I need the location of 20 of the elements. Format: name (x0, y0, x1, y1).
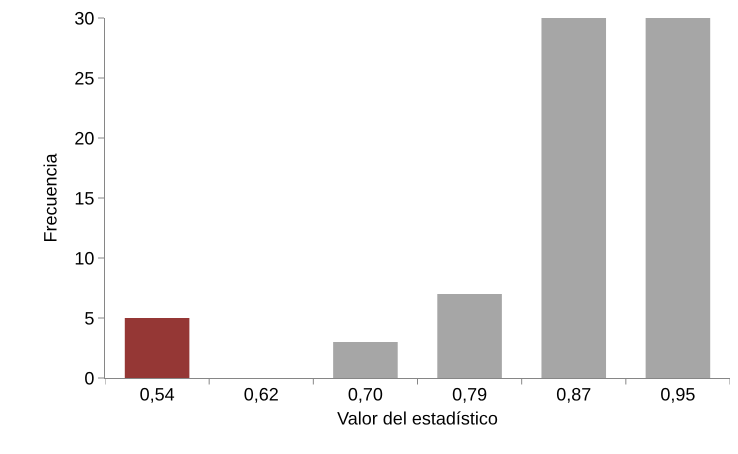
x-tick-label: 0,79 (452, 384, 488, 405)
bar (646, 18, 710, 378)
x-tick-label: 0,62 (244, 384, 279, 405)
y-tick-label: 5 (84, 308, 94, 328)
bar (124, 318, 190, 378)
y-tick-label: 25 (74, 68, 94, 88)
bar (437, 294, 502, 378)
y-tick-label: 15 (74, 188, 94, 208)
y-tick-label: 10 (74, 248, 94, 268)
y-tick-label: 20 (74, 128, 94, 148)
y-tick-label: 30 (74, 8, 94, 28)
y-axis-title: Frecuencia (40, 152, 61, 243)
x-tick-label: 0,95 (660, 384, 696, 405)
x-axis-title: Valor del estadístico (337, 408, 498, 429)
bar (333, 342, 398, 378)
y-tick-label: 0 (84, 368, 94, 388)
bar (541, 18, 606, 378)
x-tick-label: 0,70 (348, 384, 383, 405)
x-tick-label: 0,54 (140, 384, 175, 405)
x-tick-label: 0,87 (556, 384, 592, 405)
